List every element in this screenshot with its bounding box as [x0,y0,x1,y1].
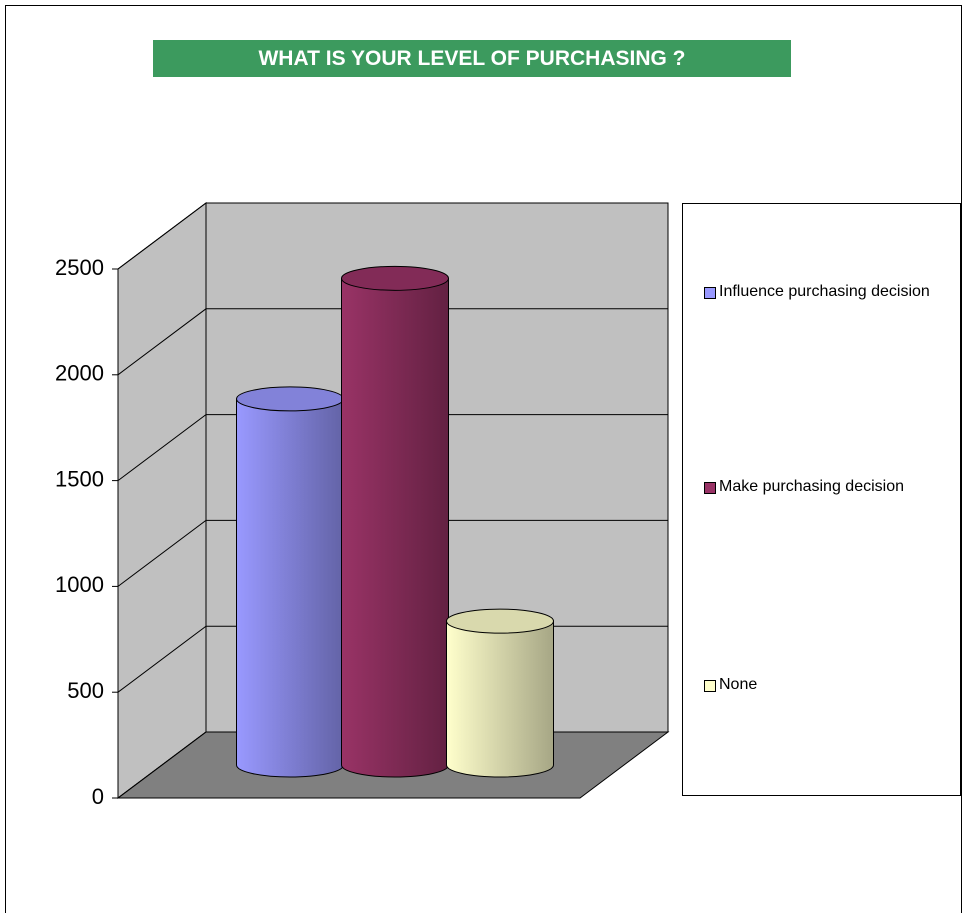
legend: Influence purchasing decision Make purcha… [682,203,961,796]
cylinder-bar [236,398,344,778]
legend-label: Make purchasing decision [719,478,904,495]
legend-entry: None [704,675,944,695]
legend-label: Influence purchasing decision [719,283,930,300]
grid-line [117,308,668,376]
y-tick-label: 2500 [55,255,104,280]
y-tick-label: 1000 [55,572,104,597]
cylinder-bar [446,620,554,778]
legend-entry: Influence purchasing decision [704,282,944,302]
legend-swatch [704,482,716,494]
cylinder-top [446,608,554,634]
cylinder-bar [341,277,449,778]
y-tick-label: 0 [92,784,104,809]
left-wall [117,202,207,799]
legend-label: None [719,676,758,693]
grid-line [117,414,668,482]
y-tick-label: 1500 [55,466,104,491]
grid-line [117,202,668,270]
grid-line [117,519,668,587]
cylinder-top [341,265,449,291]
y-tick-label: 500 [67,678,104,703]
cylinder-top [236,386,344,412]
chart-title: WHAT IS YOUR LEVEL OF PURCHASING ? [153,40,791,77]
chart-border [5,5,962,913]
legend-entry: Make purchasing decision [704,477,944,497]
legend-swatch [704,287,716,299]
y-tick-label: 2000 [55,361,104,386]
legend-swatch [704,680,716,692]
